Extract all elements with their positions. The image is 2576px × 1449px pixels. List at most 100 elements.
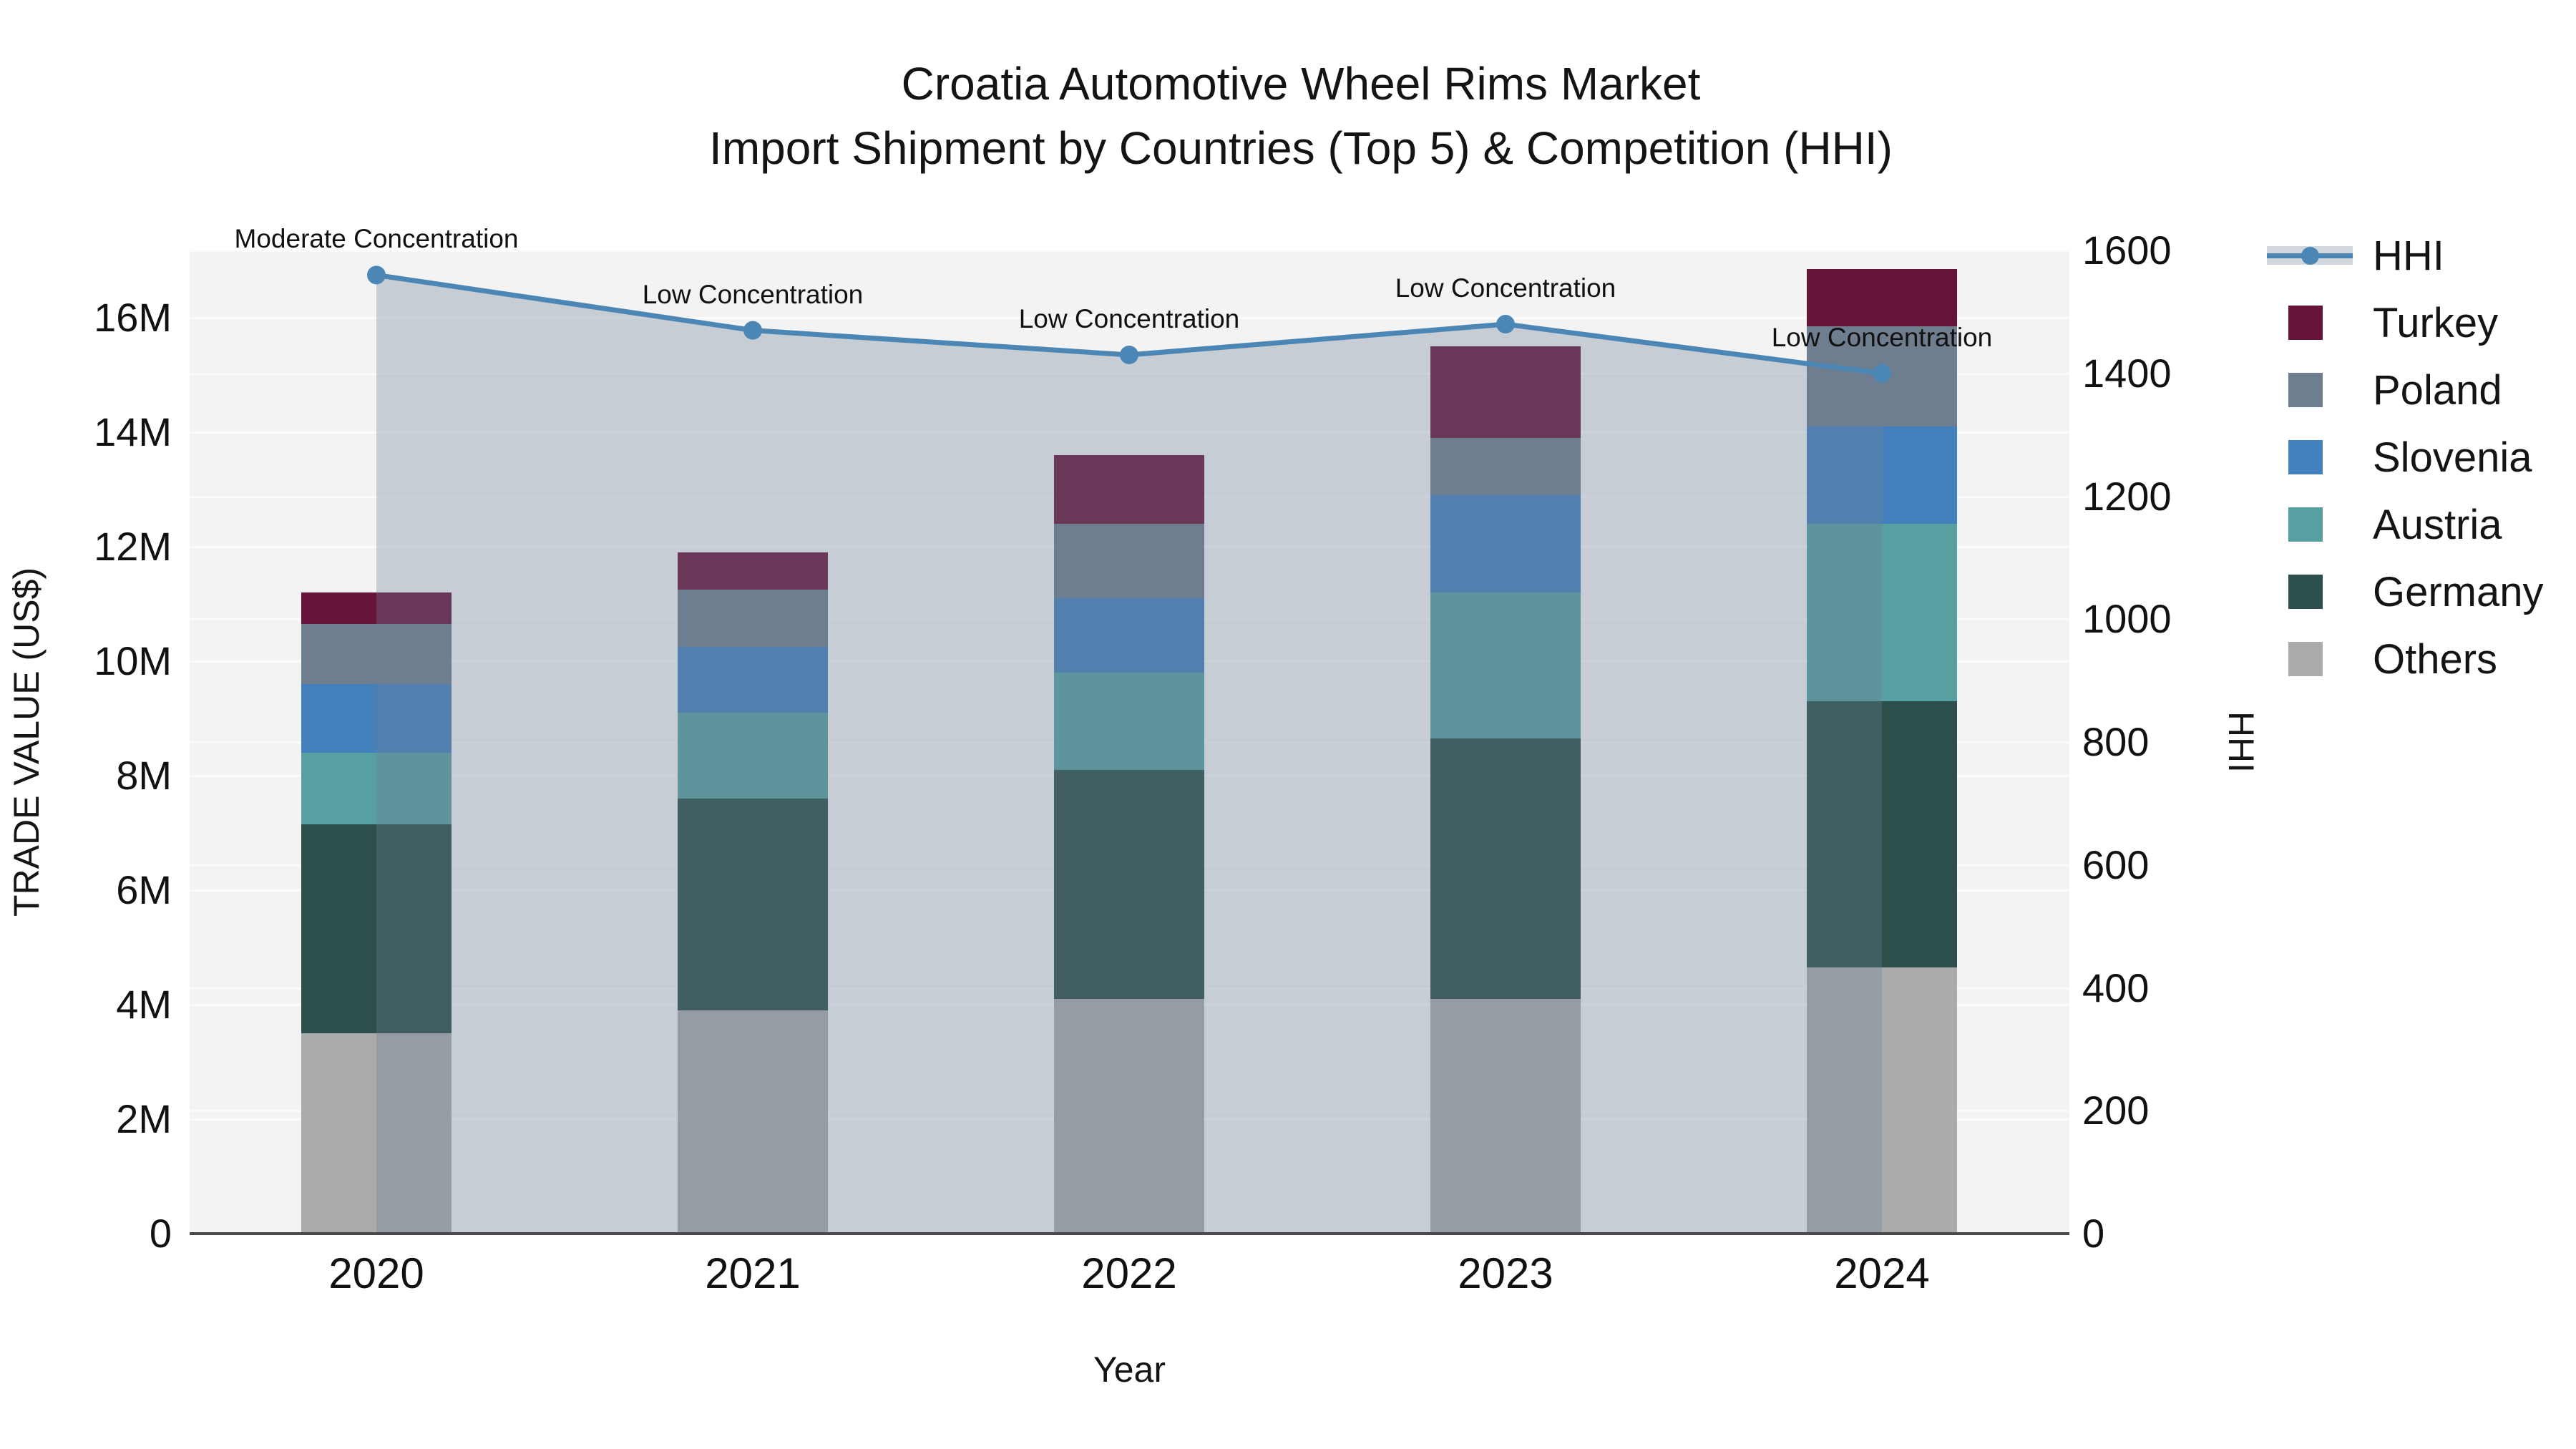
bar-2020-others[interactable] bbox=[301, 1033, 452, 1234]
bar-2022-slovenia[interactable] bbox=[1054, 598, 1204, 673]
bar-2020-slovenia[interactable] bbox=[301, 684, 452, 753]
bar-2022-germany[interactable] bbox=[1054, 770, 1204, 999]
y-left-tick-2M: 2M bbox=[116, 1096, 172, 1141]
x-axis-line bbox=[190, 1232, 2069, 1235]
annotation-2024: Low Concentration bbox=[1771, 322, 1993, 352]
y-right-tick-400: 400 bbox=[2082, 965, 2150, 1010]
bar-2024-slovenia[interactable] bbox=[1807, 426, 1957, 524]
bar-2022-poland[interactable] bbox=[1054, 524, 1204, 598]
x-tick-2024: 2024 bbox=[1834, 1249, 1930, 1297]
hhi-marker-2022[interactable] bbox=[1120, 345, 1138, 364]
bar-2020-austria[interactable] bbox=[301, 753, 452, 824]
y-right-tick-200: 200 bbox=[2082, 1088, 2150, 1133]
y-left-tick-14M: 14M bbox=[94, 409, 172, 454]
gridline-hhi-1600 bbox=[190, 250, 2069, 252]
y-right-tick-600: 600 bbox=[2082, 841, 2150, 887]
color-swatch bbox=[2288, 440, 2323, 474]
legend-line-marker-icon bbox=[2267, 222, 2353, 289]
bar-2022-others[interactable] bbox=[1054, 999, 1204, 1234]
legend-label: Poland bbox=[2373, 366, 2502, 414]
gridline-trade-14M bbox=[190, 431, 2069, 434]
legend-swatch-icon bbox=[2267, 289, 2353, 356]
annotation-2020: Moderate Concentration bbox=[234, 224, 519, 254]
legend-swatch-icon bbox=[2267, 491, 2353, 558]
legend-label: Slovenia bbox=[2373, 434, 2532, 481]
bar-2024-turkey[interactable] bbox=[1807, 269, 1957, 326]
color-swatch bbox=[2288, 306, 2323, 340]
bar-2021-austria[interactable] bbox=[678, 713, 828, 799]
color-swatch bbox=[2288, 575, 2323, 609]
color-swatch bbox=[2288, 642, 2323, 676]
gridline-hhi-1400 bbox=[190, 372, 2069, 375]
bar-2021-germany[interactable] bbox=[678, 799, 828, 1010]
legend-item-slovenia[interactable]: Slovenia bbox=[2267, 424, 2544, 491]
y-right-tick-1000: 1000 bbox=[2082, 596, 2172, 642]
hhi-marker-2024[interactable] bbox=[1873, 364, 1891, 383]
chart-title: Croatia Automotive Wheel Rims Market Imp… bbox=[709, 52, 1893, 180]
chart-title-line2: Import Shipment by Countries (Top 5) & C… bbox=[709, 122, 1893, 174]
x-tick-2020: 2020 bbox=[328, 1249, 424, 1297]
legend-swatch-icon bbox=[2267, 356, 2353, 424]
bar-2024-germany[interactable] bbox=[1807, 701, 1957, 967]
bar-2024-others[interactable] bbox=[1807, 967, 1957, 1234]
bar-2021-others[interactable] bbox=[678, 1010, 828, 1234]
y-right-tick-1600: 1600 bbox=[2082, 228, 2172, 273]
legend-label: Germany bbox=[2373, 568, 2544, 615]
legend: HHI Turkey Poland Slovenia Austria Germany Oth… bbox=[2267, 222, 2544, 693]
legend-item-germany[interactable]: Germany bbox=[2267, 558, 2544, 625]
legend-item-poland[interactable]: Poland bbox=[2267, 356, 2544, 424]
hhi-marker-2020[interactable] bbox=[367, 265, 386, 285]
hhi-marker-2021[interactable] bbox=[743, 321, 762, 340]
y-right-tick-1400: 1400 bbox=[2082, 350, 2172, 396]
annotation-2021: Low Concentration bbox=[642, 279, 864, 309]
bar-2023-others[interactable] bbox=[1430, 999, 1581, 1234]
legend-item-others[interactable]: Others bbox=[2267, 625, 2544, 693]
legend-item-hhi[interactable]: HHI bbox=[2267, 222, 2544, 289]
color-swatch bbox=[2288, 373, 2323, 407]
y-right-tick-0: 0 bbox=[2082, 1211, 2105, 1256]
bar-2023-germany[interactable] bbox=[1430, 738, 1581, 999]
bar-2022-austria[interactable] bbox=[1054, 673, 1204, 770]
annotation-2023: Low Concentration bbox=[1395, 273, 1616, 303]
bar-2023-turkey[interactable] bbox=[1430, 346, 1581, 438]
bar-2024-austria[interactable] bbox=[1807, 524, 1957, 701]
x-axis-title: Year bbox=[1093, 1350, 1166, 1390]
y-left-tick-10M: 10M bbox=[94, 638, 172, 683]
x-tick-2021: 2021 bbox=[705, 1249, 801, 1297]
x-tick-2023: 2023 bbox=[1458, 1249, 1553, 1297]
bar-2021-slovenia[interactable] bbox=[678, 647, 828, 713]
legend-swatch-icon bbox=[2267, 424, 2353, 491]
legend-label: HHI bbox=[2373, 232, 2444, 279]
bar-2023-slovenia[interactable] bbox=[1430, 495, 1581, 592]
legend-item-turkey[interactable]: Turkey bbox=[2267, 289, 2544, 356]
y-left-tick-6M: 6M bbox=[116, 867, 172, 912]
annotation-2022: Low Concentration bbox=[1018, 303, 1240, 333]
bar-2020-poland[interactable] bbox=[301, 624, 452, 684]
y-right-tick-800: 800 bbox=[2082, 719, 2150, 764]
bar-2021-turkey[interactable] bbox=[678, 552, 828, 590]
bar-2023-poland[interactable] bbox=[1430, 438, 1581, 495]
bar-2020-germany[interactable] bbox=[301, 824, 452, 1033]
legend-swatch-icon bbox=[2267, 558, 2353, 625]
x-tick-2022: 2022 bbox=[1081, 1249, 1177, 1297]
legend-swatch-icon bbox=[2267, 625, 2353, 693]
hhi-sym-dot-icon bbox=[2301, 247, 2319, 265]
y-left-tick-12M: 12M bbox=[94, 524, 172, 569]
bar-2020-turkey[interactable] bbox=[301, 592, 452, 624]
y-left-tick-8M: 8M bbox=[116, 753, 172, 798]
y-left-tick-16M: 16M bbox=[94, 295, 172, 340]
y-left-tick-0: 0 bbox=[149, 1211, 172, 1256]
y-right-tick-1200: 1200 bbox=[2082, 473, 2172, 519]
legend-item-austria[interactable]: Austria bbox=[2267, 491, 2544, 558]
chart-title-line1: Croatia Automotive Wheel Rims Market bbox=[901, 58, 1701, 109]
hhi-marker-2023[interactable] bbox=[1496, 315, 1515, 334]
color-swatch bbox=[2288, 507, 2323, 542]
bar-2022-turkey[interactable] bbox=[1054, 455, 1204, 524]
legend-label: Turkey bbox=[2373, 299, 2499, 346]
bar-2021-poland[interactable] bbox=[678, 590, 828, 647]
bar-2023-austria[interactable] bbox=[1430, 592, 1581, 738]
y-left-tick-4M: 4M bbox=[116, 982, 172, 1027]
y-axis-left-title: TRADE VALUE (US$) bbox=[6, 567, 47, 917]
legend-label: Austria bbox=[2373, 501, 2502, 548]
